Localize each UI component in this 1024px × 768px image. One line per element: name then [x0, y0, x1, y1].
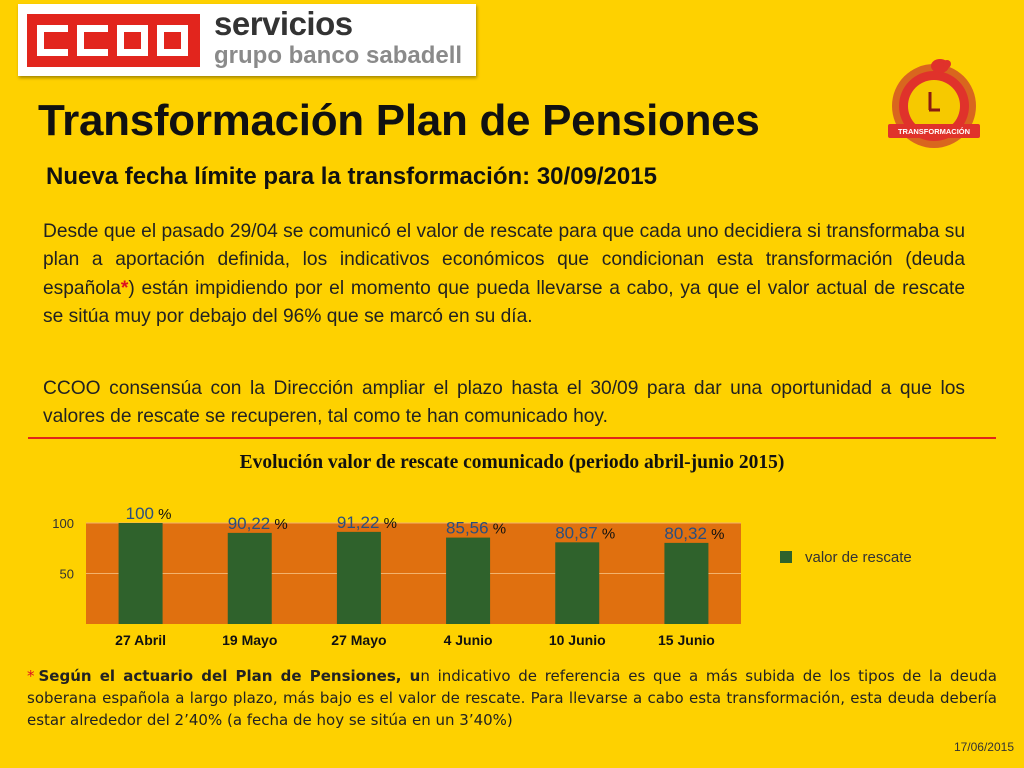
- section-divider: [28, 437, 996, 439]
- x-tick-label: 27 Abril: [115, 632, 166, 648]
- footnote-asterisk: *: [27, 667, 35, 685]
- logo-grupo-text: grupo banco sabadell: [214, 42, 463, 69]
- legend-swatch: [780, 551, 792, 563]
- y-tick-label: 100: [52, 516, 74, 531]
- x-tick-label: 15 Junio: [658, 632, 715, 648]
- y-tick-label: 50: [60, 567, 74, 582]
- bar: [664, 542, 709, 624]
- rescue-value-bar-chart: 100 50 100 % 27 Abril 90,22 % 19 Mayo 91,22 % 2…: [52, 504, 912, 648]
- bar: [227, 532, 272, 624]
- legend-label: valor de rescate: [805, 549, 912, 566]
- intro-text-after: ) están impidiendo por el momento que pu…: [43, 277, 965, 328]
- chart-title: Evolución valor de rescate comunicado (p…: [239, 452, 785, 473]
- page-subtitle: Nueva fecha límite para la transformació…: [46, 163, 657, 190]
- intro-text-before: Desde que el pasado 29/04 se comunicó el…: [43, 221, 965, 299]
- slide-date: 17/06/2015: [953, 740, 1014, 754]
- badge-label: TRANSFORMACIÓN: [898, 127, 970, 136]
- x-tick-label: 19 Mayo: [222, 632, 277, 648]
- footnote-text: n indicativo de referencia es que a más …: [27, 667, 997, 729]
- footnote-bold-text: Según el actuario del Plan de Pensiones,…: [38, 667, 421, 685]
- x-tick-label: 4 Junio: [444, 632, 493, 648]
- bar: [118, 523, 163, 624]
- bar: [446, 537, 491, 624]
- bar: [336, 531, 381, 624]
- transformation-badge-icon: TRANSFORMACIÓN: [888, 59, 980, 148]
- data-label: 85,56 %: [446, 519, 506, 538]
- data-label: 80,32 %: [664, 524, 724, 543]
- logo-servicios-text: servicios: [214, 5, 353, 42]
- ccoo-logo: servicios grupo banco sabadell: [18, 4, 476, 76]
- data-label: 100 %: [126, 504, 172, 523]
- data-label: 80,87 %: [555, 523, 615, 542]
- page-title: Transformación Plan de Pensiones: [38, 96, 760, 145]
- footnote: * Según el actuario del Plan de Pensiones…: [27, 665, 997, 731]
- x-tick-label: 27 Mayo: [331, 632, 386, 648]
- ccoo-logo-mark: [27, 14, 200, 67]
- x-tick-label: 10 Junio: [549, 632, 606, 648]
- bar: [555, 542, 600, 624]
- intro-asterisk: *: [120, 277, 129, 299]
- data-label: 90,22 %: [228, 514, 288, 533]
- data-label: 91,22 %: [337, 513, 397, 532]
- intro-paragraph: Desde que el pasado 29/04 se comunicó el…: [43, 218, 965, 332]
- agreement-paragraph: CCOO consensúa con la Dirección ampliar …: [43, 378, 965, 428]
